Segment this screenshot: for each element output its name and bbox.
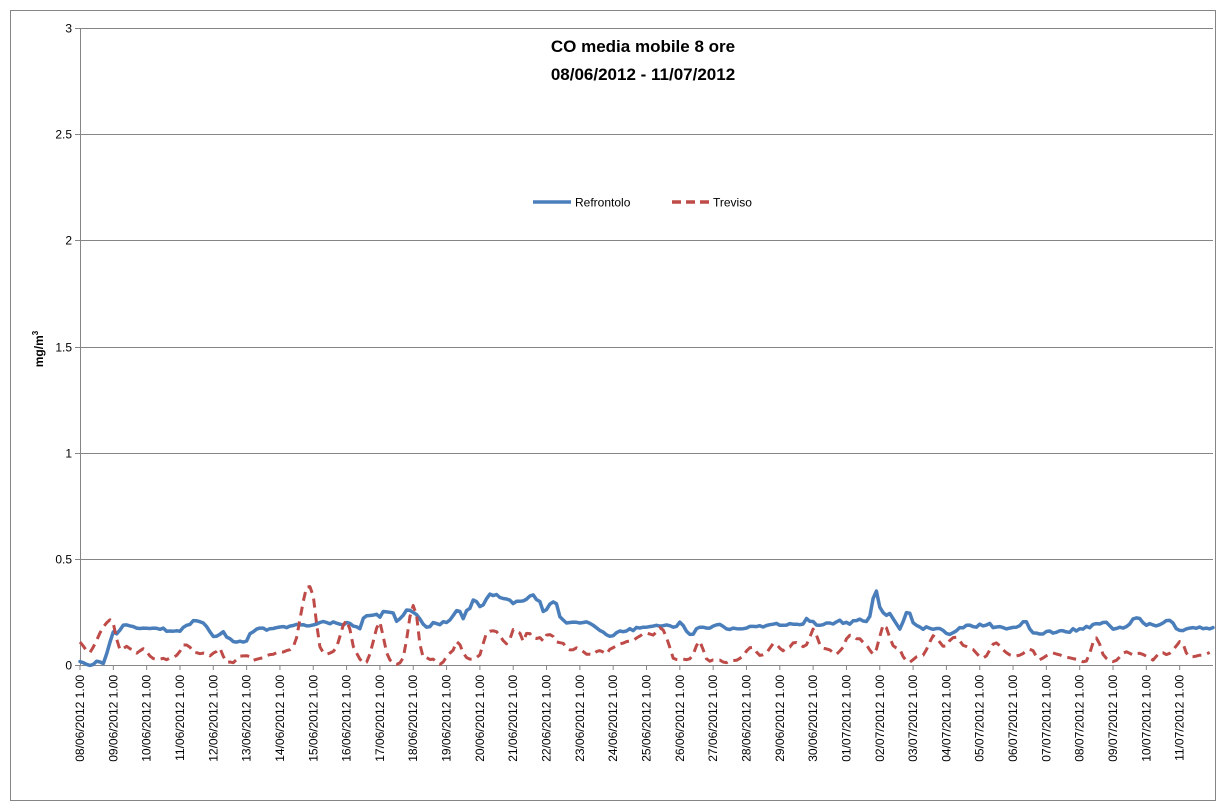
x-tick-label: 29/06/2012 1.00: [773, 675, 787, 762]
x-tick-label: 08/06/2012 1.00: [73, 675, 87, 762]
y-tick-label: 2: [65, 234, 72, 248]
y-tick-labels: 0 0.5 1 1.5 2 2.5 3: [55, 22, 72, 673]
axes: [75, 28, 1213, 670]
x-tick-label: 28/06/2012 1.00: [739, 675, 753, 762]
x-tick-label: 25/06/2012 1.00: [640, 675, 654, 762]
x-tick-label: 10/07/2012 1.00: [1139, 675, 1153, 762]
x-tick-label: 07/07/2012 1.00: [1039, 675, 1053, 762]
x-tick-label: 10/06/2012 1.00: [140, 675, 154, 762]
x-tick-label: 23/06/2012 1.00: [573, 675, 587, 762]
x-tick-label: 09/06/2012 1.00: [106, 675, 120, 762]
x-tick-label: 26/06/2012 1.00: [673, 675, 687, 762]
x-tick-label: 11/07/2012 1.00: [1173, 675, 1187, 761]
series-line-treviso: [78, 585, 1211, 666]
x-tick-label: 13/06/2012 1.00: [240, 675, 254, 762]
x-tick-label: 22/06/2012 1.00: [540, 675, 554, 762]
y-axis-label: mg/m3: [31, 330, 46, 367]
y-tick-label: 0.5: [55, 553, 72, 567]
y-axis-label-main: mg/m: [32, 335, 46, 367]
x-tick-label: 21/06/2012 1.00: [506, 675, 520, 762]
x-tick-label: 11/06/2012 1.00: [173, 675, 187, 761]
x-tick-label: 19/06/2012 1.00: [440, 675, 454, 762]
x-tick-label: 30/06/2012 1.00: [806, 675, 820, 762]
chart-title: CO media mobile 8 ore: [551, 37, 735, 56]
series-line-refrontolo: [78, 589, 1215, 668]
x-tick-label: 04/07/2012 1.00: [939, 675, 953, 762]
x-tick-label: 09/07/2012 1.00: [1106, 675, 1120, 762]
x-tick-label: 12/06/2012 1.00: [206, 675, 220, 762]
y-axis-label-superscript: 3: [31, 330, 40, 335]
series-lines: [78, 585, 1215, 668]
x-tick-label: 06/07/2012 1.00: [1006, 675, 1020, 762]
x-tick-label: 27/06/2012 1.00: [706, 675, 720, 762]
y-tick-label: 1.5: [55, 341, 72, 355]
x-tick-label: 08/07/2012 1.00: [1073, 675, 1087, 762]
x-tick-label: 15/06/2012 1.00: [306, 675, 320, 762]
y-tick-label: 3: [65, 22, 72, 36]
x-tick-label: 18/06/2012 1.00: [406, 675, 420, 762]
x-tick-label: 24/06/2012 1.00: [606, 675, 620, 762]
y-tick-label: 1: [65, 447, 72, 461]
x-tick-label: 05/07/2012 1.00: [973, 675, 987, 762]
x-tick-label: 14/06/2012 1.00: [273, 675, 287, 762]
x-tick-label: 16/06/2012 1.00: [340, 675, 354, 762]
y-tick-label: 2.5: [55, 128, 72, 142]
chart-subtitle: 08/06/2012 - 11/07/2012: [551, 65, 735, 84]
x-tick-label: 01/07/2012 1.00: [839, 675, 853, 762]
gridlines: [80, 28, 1213, 560]
x-tick-label: 02/07/2012 1.00: [873, 675, 887, 762]
legend-label-treviso: Treviso: [713, 196, 752, 210]
legend-label-refrontolo: Refrontolo: [575, 196, 631, 210]
legend: Refrontolo Treviso: [533, 196, 752, 210]
y-tick-label: 0: [65, 659, 72, 673]
x-tick-label: 03/07/2012 1.00: [906, 675, 920, 762]
x-tick-label: 20/06/2012 1.00: [473, 675, 487, 762]
x-tick-label: 17/06/2012 1.00: [373, 675, 387, 762]
x-tick-labels: 08/06/2012 1.00 09/06/2012 1.00 10/06/2012…: [73, 675, 1187, 762]
